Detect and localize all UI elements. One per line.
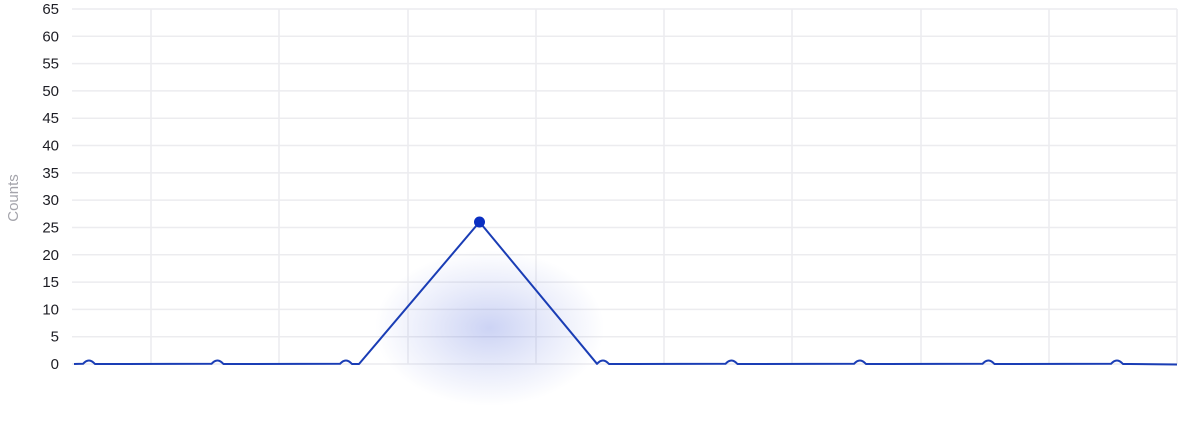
series-layer bbox=[73, 221, 1178, 366]
y-axis-ticks: 0 5 10 15 20 25 30 35 40 45 50 55 60 65 bbox=[42, 1, 59, 373]
y-tick-label: 45 bbox=[42, 110, 59, 127]
y-tick-label: 5 bbox=[51, 329, 59, 346]
y-tick-label: 30 bbox=[42, 192, 59, 209]
y-axis-title: Counts bbox=[5, 174, 22, 222]
y-tick-label: 40 bbox=[42, 138, 59, 155]
y-tick-label: 50 bbox=[42, 83, 59, 100]
y-tick-label: 65 bbox=[42, 1, 59, 18]
grid bbox=[72, 8, 1178, 365]
y-tick-label: 60 bbox=[42, 28, 59, 45]
series-line bbox=[73, 221, 1178, 366]
y-tick-label: 0 bbox=[51, 356, 59, 373]
points-layer bbox=[474, 216, 485, 228]
glow bbox=[374, 250, 605, 406]
y-tick-label: 55 bbox=[42, 56, 59, 73]
y-tick-label: 35 bbox=[42, 165, 59, 182]
highlight-glow bbox=[374, 250, 605, 406]
y-tick-label: 15 bbox=[42, 274, 59, 291]
y-tick-label: 10 bbox=[42, 301, 59, 318]
data-point-highlight[interactable] bbox=[474, 216, 485, 228]
y-tick-label: 20 bbox=[42, 247, 59, 264]
y-tick-label: 25 bbox=[42, 219, 59, 236]
